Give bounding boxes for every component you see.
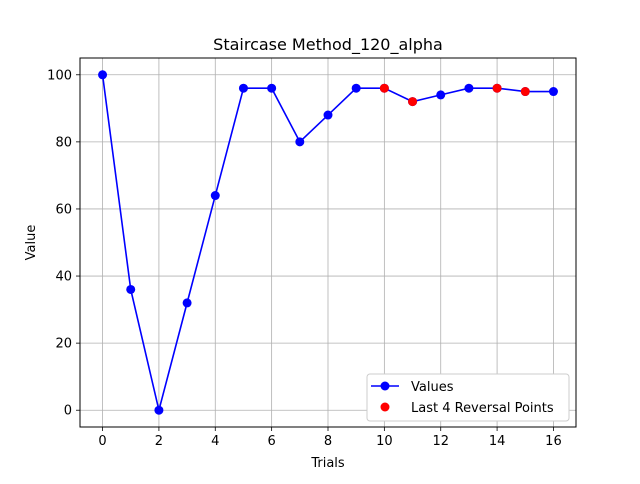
value-point xyxy=(98,70,108,80)
value-point xyxy=(238,83,248,93)
x-tick-label: 6 xyxy=(267,434,275,449)
reversal-point xyxy=(379,83,389,93)
y-tick-label: 60 xyxy=(55,202,72,217)
value-point xyxy=(295,137,305,147)
legend-box xyxy=(366,373,570,422)
reversal-point xyxy=(520,87,530,97)
reversal-point xyxy=(408,97,418,107)
y-tick-label: 80 xyxy=(55,135,72,150)
value-point xyxy=(267,83,277,93)
value-point xyxy=(548,87,558,97)
value-point xyxy=(323,110,333,120)
series-layer xyxy=(98,70,558,415)
x-tick-label: 8 xyxy=(324,434,332,449)
x-tick-label: 2 xyxy=(155,434,163,449)
value-point xyxy=(464,83,474,93)
chart-title: Staircase Method_120_alpha xyxy=(213,35,443,55)
reversal-point xyxy=(492,83,502,93)
y-tick-label: 100 xyxy=(47,68,72,83)
value-point xyxy=(126,284,136,294)
value-point xyxy=(182,298,192,308)
x-tick-label: 10 xyxy=(376,434,393,449)
value-point xyxy=(210,191,220,201)
value-point xyxy=(154,405,164,415)
y-axis-label: Value xyxy=(24,225,39,261)
legend: Values Last 4 Reversal Points xyxy=(366,373,570,422)
legend-reversal-marker xyxy=(380,402,390,412)
x-tick-label: 12 xyxy=(432,434,449,449)
x-tick-label: 14 xyxy=(489,434,506,449)
y-tick-label: 40 xyxy=(55,270,72,285)
x-axis-label: Trials xyxy=(310,456,345,471)
y-tick-label: 20 xyxy=(55,337,72,352)
x-tick-label: 4 xyxy=(211,434,219,449)
value-point xyxy=(436,90,446,100)
y-tick-label: 0 xyxy=(64,404,72,419)
tick-layer: 0 2 4 6 8 10 12 14 16 0 20 40 60 80 100 xyxy=(47,68,562,449)
x-tick-label: 0 xyxy=(98,434,106,449)
x-tick-label: 16 xyxy=(545,434,562,449)
legend-reversal-label: Last 4 Reversal Points xyxy=(411,401,554,416)
legend-values-label: Values xyxy=(411,380,454,395)
legend-values-marker xyxy=(380,381,390,391)
value-point xyxy=(351,83,361,93)
